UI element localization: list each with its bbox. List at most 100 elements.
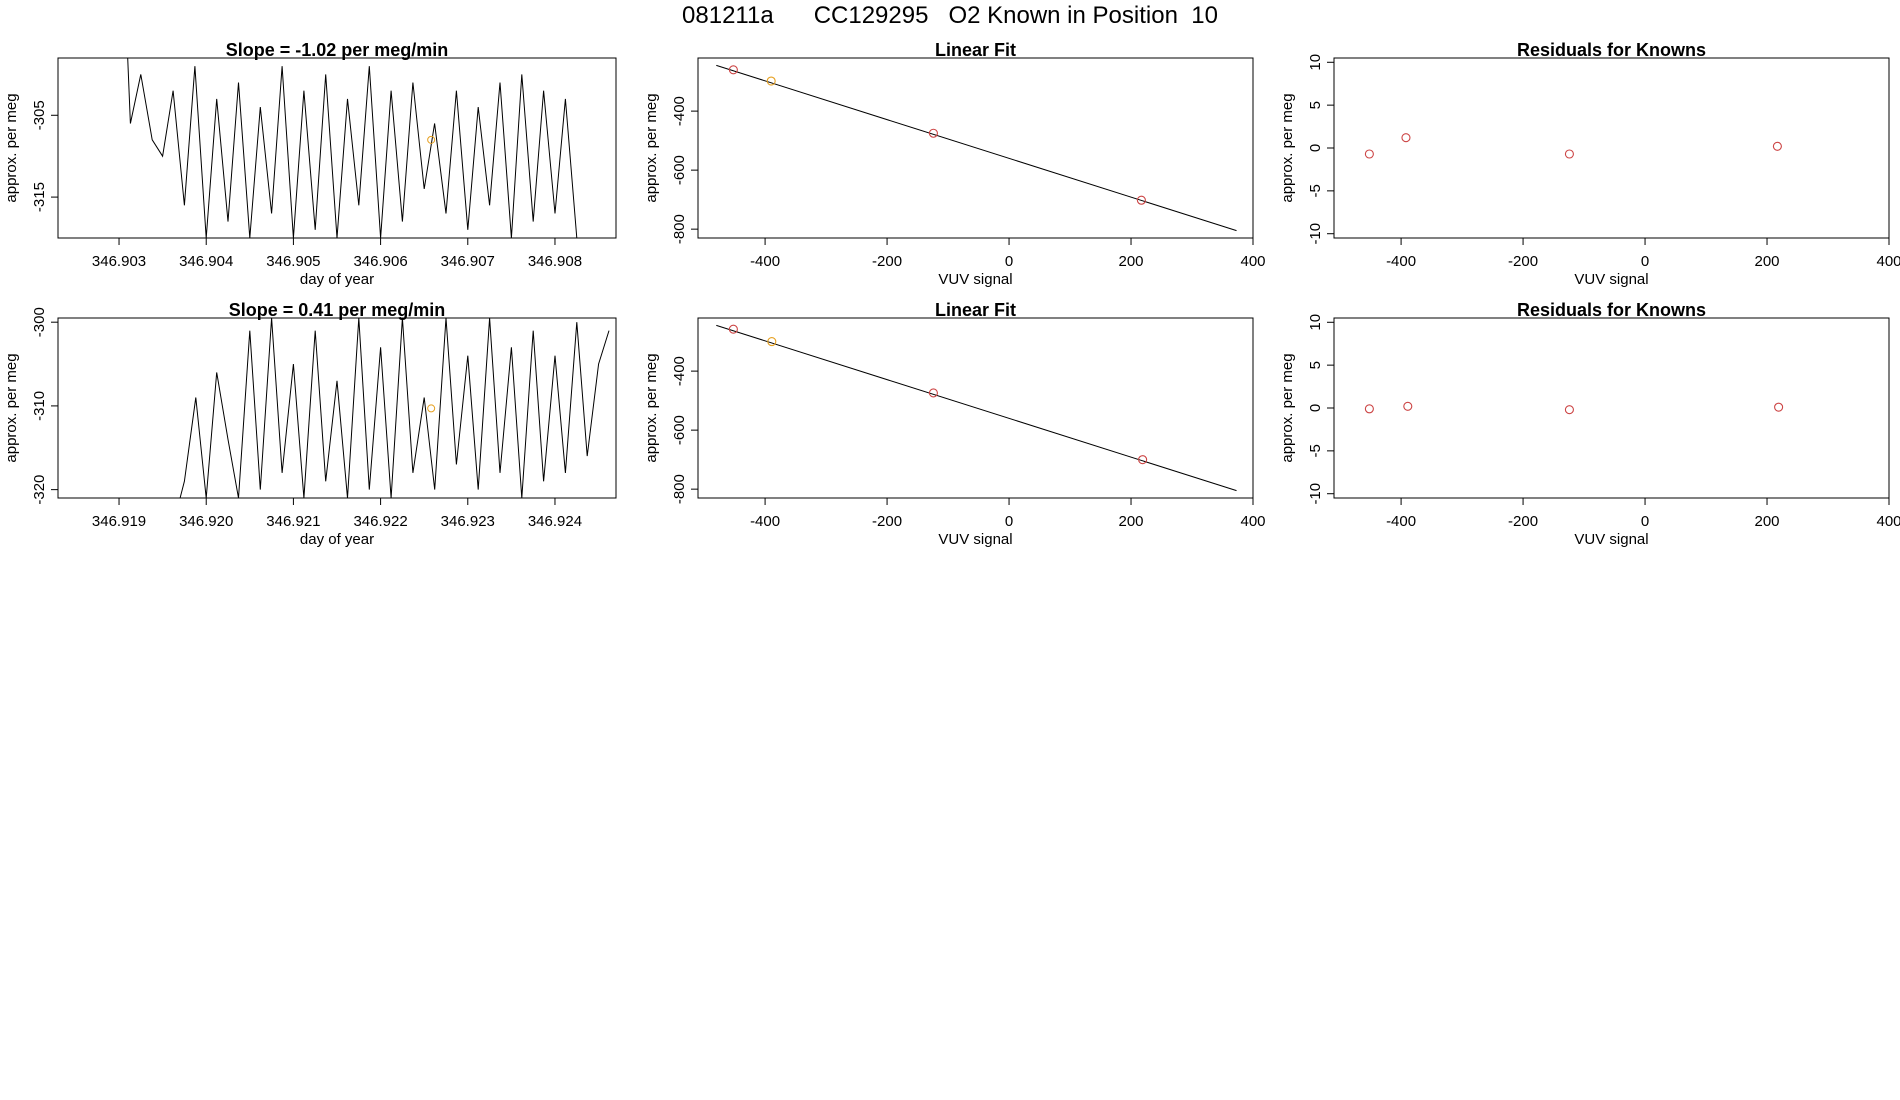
plot-area [716,324,1237,492]
data-point [728,324,738,334]
x-tick-label: 346.921 [266,513,320,530]
x-tick-label: 346.922 [353,513,407,530]
y-tick-label: 0 [1307,144,1324,152]
x-tick-label: 200 [1119,513,1144,530]
y-tick-label: -600 [671,415,688,445]
data-point [728,65,738,75]
x-tick-label: 0 [1641,513,1649,530]
x-tick-label: 346.903 [92,253,146,270]
fit-line [716,64,1237,232]
series-line [58,318,610,498]
data-point [928,128,938,138]
data-point [928,388,938,398]
x-tick-label: 400 [1876,513,1900,530]
page-title: 081211a CC129295 O2 Known in Position 10 [682,2,1218,29]
y-tick-label: -5 [1307,444,1324,457]
x-tick-label: -400 [1386,513,1416,530]
x-axis-label: VUV signal [1574,271,1648,288]
x-tick-label: -200 [1508,253,1538,270]
x-tick-label: 400 [1240,513,1265,530]
panel-1: Slope = -1.02 per meg/min 346.903 346.904 3… [3,40,617,288]
data-point [1364,149,1374,159]
x-axis-label: VUV signal [938,271,1012,288]
y-tick-label: 0 [1307,404,1324,412]
chart-title: Slope = -1.02 per meg/min [226,40,449,60]
x-tick-label: 200 [1119,253,1144,270]
data-point [1564,149,1574,159]
x-axis-label: day of year [300,531,374,548]
data-point [766,76,776,86]
y-tick-label: 10 [1307,54,1324,71]
chart-title: Slope = 0.41 per meg/min [229,300,446,320]
marker-point [427,404,436,413]
y-tick-label: -310 [31,391,48,421]
chart-title: Linear Fit [935,40,1016,60]
x-tick-label: 200 [1755,513,1780,530]
plot-area [127,58,578,238]
plot-area [1364,401,1784,415]
y-tick-label: -10 [1307,223,1324,245]
y-axis-label: approx. per meg [1279,93,1296,202]
data-point [1772,141,1782,151]
x-tick-label: 346.920 [179,513,233,530]
x-tick-label: 400 [1240,253,1265,270]
y-tick-label: 5 [1307,361,1324,369]
x-tick-label: 346.924 [528,513,582,530]
data-point [1403,401,1413,411]
y-axis-label: approx. per meg [1279,353,1296,462]
plot-frame [697,317,1254,499]
panel-4: Slope = 0.41 per meg/min 346.919 346.920 34… [3,300,617,548]
x-tick-label: 346.905 [266,253,320,270]
x-tick-label: 400 [1876,253,1900,270]
x-tick-label: 0 [1005,513,1013,530]
panel-6: Residuals for Knowns -400 -200 0 200 400 10 5 0 -… [1279,300,1900,548]
y-tick-label: -320 [31,475,48,505]
data-point [1564,405,1574,415]
x-tick-label: -200 [1508,513,1538,530]
plot-area [58,318,610,498]
x-tick-label: 346.919 [92,513,146,530]
fit-line [716,324,1237,492]
x-tick-label: 0 [1005,253,1013,270]
y-axis-label: approx. per meg [643,353,660,462]
panel-5: Linear Fit -400 -200 0 200 400 -400 -600 -800 VUV… [643,300,1266,548]
x-tick-label: 346.906 [353,253,407,270]
x-tick-label: -400 [1386,253,1416,270]
data-point [1138,455,1148,465]
x-tick-label: -200 [872,253,902,270]
y-tick-label: -600 [671,155,688,185]
y-tick-label: -800 [671,474,688,504]
y-tick-label: -800 [671,214,688,244]
x-tick-label: 346.907 [441,253,495,270]
y-axis-label: approx. per meg [643,93,660,202]
x-tick-label: 346.923 [441,513,495,530]
y-tick-label: -400 [671,96,688,126]
x-axis-label: VUV signal [938,531,1012,548]
y-axis-label: approx. per meg [3,93,20,202]
plot-frame [1333,317,1890,499]
y-tick-label: 10 [1307,314,1324,331]
data-point [1401,133,1411,143]
plot-frame [57,317,617,499]
x-tick-label: 0 [1641,253,1649,270]
marker-point [427,135,436,144]
data-point [1364,404,1374,414]
panel-3: Residuals for Knowns -400 -200 0 200 400 10 5 0 -… [1279,40,1900,288]
plot-area [1364,133,1782,159]
plot-frame [1333,57,1890,239]
chart-title: Residuals for Knowns [1517,40,1706,60]
x-tick-label: 200 [1755,253,1780,270]
x-tick-label: 346.904 [179,253,233,270]
data-point [767,337,777,347]
panel-2: Linear Fit -400 -200 0 200 400 -400 -600 -800 VUV… [643,40,1266,288]
y-tick-label: -300 [31,307,48,337]
data-point [1774,402,1784,412]
y-axis-label: approx. per meg [3,353,20,462]
x-tick-label: -200 [872,513,902,530]
chart-title: Linear Fit [935,300,1016,320]
y-tick-label: -5 [1307,184,1324,197]
x-tick-label: -400 [750,513,780,530]
x-tick-label: -400 [750,253,780,270]
series-line [127,58,578,238]
